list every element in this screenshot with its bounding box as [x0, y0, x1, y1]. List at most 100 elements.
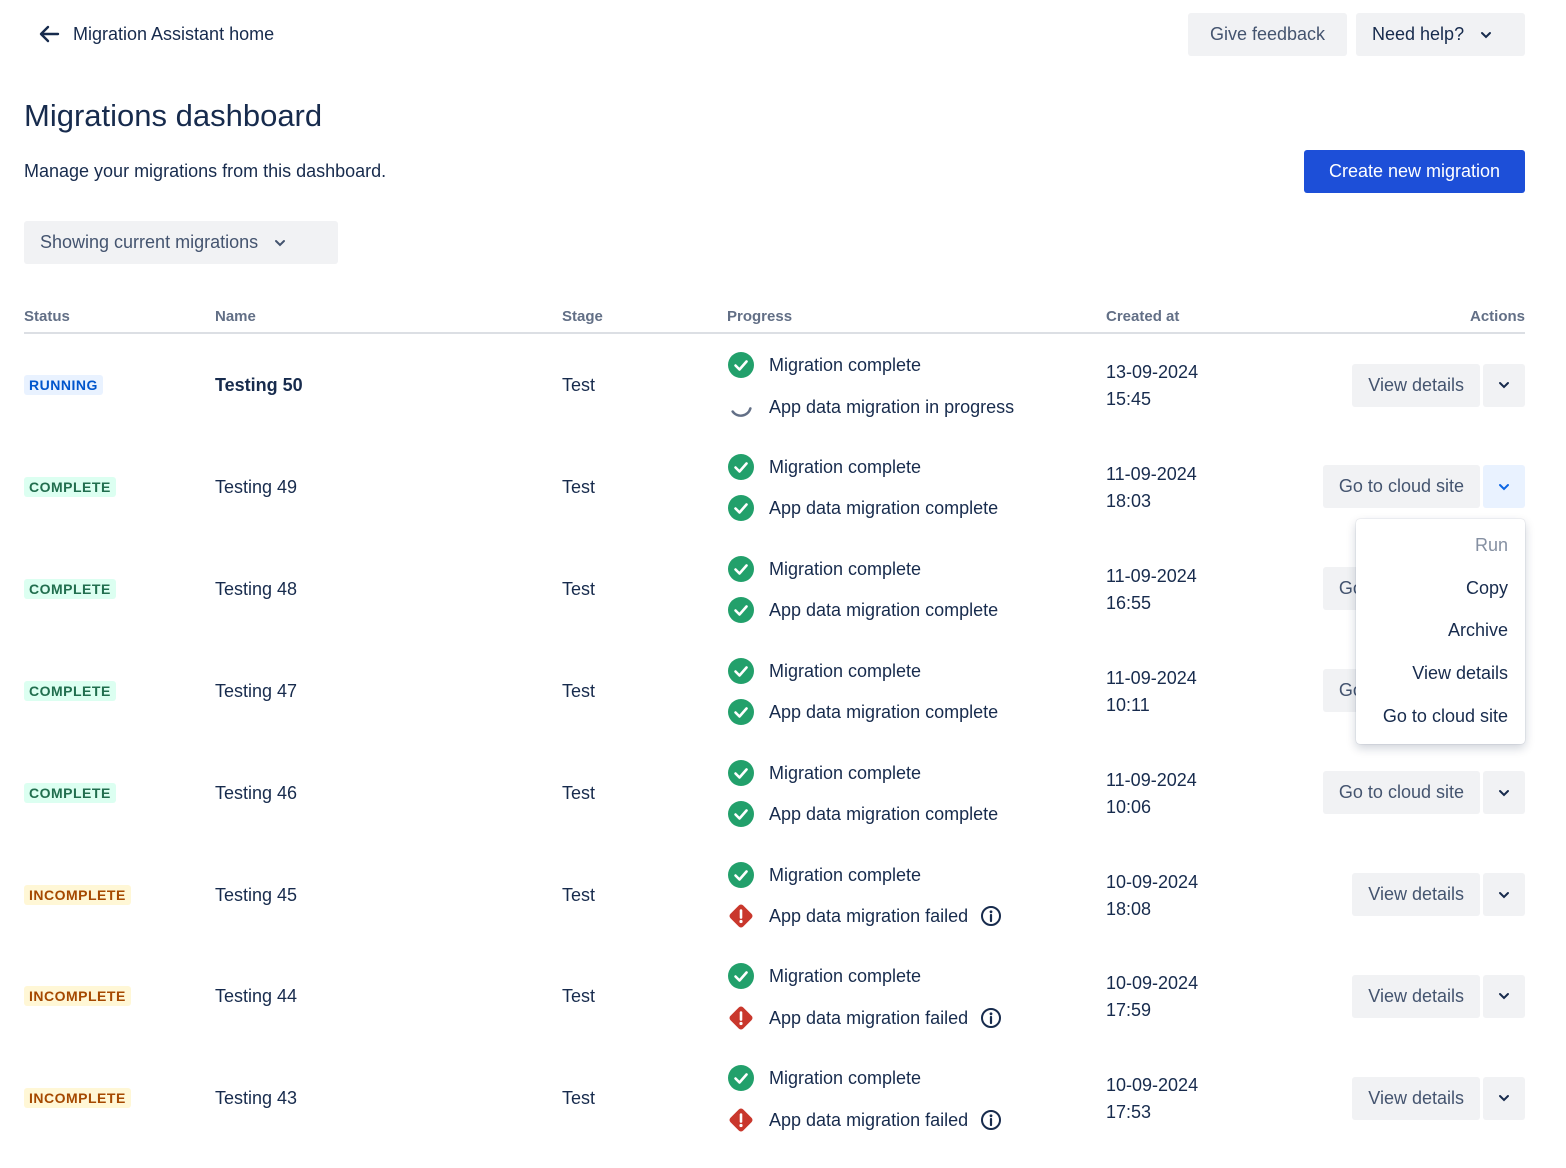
column-header: Actions — [1469, 308, 1525, 325]
progress-complete-icon — [727, 861, 755, 889]
created-time: 10:11 — [1106, 694, 1150, 715]
progress-complete-icon — [727, 494, 755, 522]
status-badge: COMPLETE — [24, 680, 116, 701]
menu-item[interactable]: Archive — [1447, 620, 1508, 641]
help-label: Need help? — [1372, 24, 1465, 44]
back-link[interactable]: Migration Assistant home — [73, 24, 275, 44]
status-badge: RUNNING — [24, 375, 103, 395]
progress-text: App data migration complete — [769, 804, 999, 825]
created-time: 15:45 — [1106, 389, 1152, 409]
more-actions-button[interactable] — [1483, 974, 1525, 1018]
migration-name[interactable]: Testing 47 — [215, 680, 298, 701]
stage: Test — [562, 884, 596, 905]
progress-failed-icon — [727, 1106, 755, 1134]
progress-text: App data migration in progress — [769, 396, 1015, 417]
menu-item[interactable]: View details — [1412, 663, 1508, 684]
stage: Test — [562, 476, 596, 497]
progress-complete-icon — [727, 800, 755, 828]
created-date: 11-09-2024 — [1106, 667, 1197, 688]
help-button[interactable]: Need help? — [1356, 13, 1525, 56]
progress-text: Migration complete — [769, 456, 922, 477]
created-date: 11-09-2024 — [1106, 565, 1197, 586]
status-badge: COMPLETE — [24, 782, 116, 803]
chevron-icon — [275, 239, 286, 246]
progress-complete-icon — [727, 1064, 755, 1092]
more-actions-button[interactable] — [1483, 873, 1525, 916]
created-date: 10-09-2024 — [1106, 1075, 1199, 1096]
created-date: 11-09-2024 — [1106, 769, 1197, 790]
action-button[interactable]: View details — [1352, 1076, 1480, 1120]
stage: Test — [562, 782, 596, 803]
more-actions-button[interactable] — [1483, 363, 1525, 407]
progress-text: Migration complete — [769, 1068, 922, 1089]
menu-item: Run — [1474, 535, 1508, 555]
created-date: 13-09-2024 — [1106, 362, 1199, 382]
status-badge: COMPLETE — [24, 476, 116, 497]
create-button[interactable]: Create new migration — [1304, 150, 1525, 193]
progress-text: App data migration complete — [769, 498, 999, 519]
progress-text: App data migration failed — [769, 1109, 969, 1130]
progress-complete-icon — [727, 555, 755, 583]
migration-name[interactable]: Testing 45 — [215, 884, 298, 905]
column-header: Created at — [1106, 308, 1180, 325]
column-header: Progress — [727, 308, 793, 325]
filter-dropdown[interactable]: Showing current migrations — [24, 221, 338, 264]
progress-complete-icon — [727, 657, 755, 685]
action-button[interactable]: View details — [1352, 873, 1480, 916]
progress-text: App data migration complete — [769, 702, 999, 723]
progress-text: Migration complete — [769, 762, 922, 783]
created-date: 10-09-2024 — [1106, 973, 1199, 994]
menu-item[interactable]: Copy — [1465, 577, 1508, 598]
created-time: 18:03 — [1106, 490, 1152, 511]
column-header: Stage — [562, 308, 603, 325]
feedback-button[interactable]: Give feedback — [1188, 13, 1347, 56]
menu-item[interactable]: Go to cloud site — [1382, 705, 1508, 726]
back-arrow-icon[interactable] — [38, 24, 60, 44]
info-icon — [980, 1109, 1002, 1131]
created-time: 10:06 — [1106, 796, 1152, 817]
action-button[interactable]: View details — [1352, 974, 1480, 1018]
action-button[interactable]: View details — [1352, 363, 1480, 407]
progress-complete-icon — [727, 698, 755, 726]
column-header: Name — [215, 308, 256, 325]
created-time: 16:55 — [1106, 592, 1152, 613]
created-time: 18:08 — [1106, 898, 1152, 919]
action-button[interactable]: Go to cloud site — [1322, 771, 1480, 815]
more-actions-button[interactable] — [1483, 771, 1525, 815]
migration-name[interactable]: Testing 49 — [215, 476, 298, 497]
progress-text: Migration complete — [769, 355, 922, 375]
stage: Test — [562, 375, 596, 395]
status-badge: INCOMPLETE — [24, 884, 131, 905]
progress-text: Migration complete — [769, 966, 922, 987]
created-date: 11-09-2024 — [1106, 463, 1197, 484]
progress-failed-icon — [727, 1004, 755, 1032]
progress-complete-icon — [727, 453, 755, 481]
progress-text: App data migration failed — [769, 906, 969, 926]
page-description: Manage your migrations from this dashboa… — [24, 161, 387, 181]
progress-text: App data migration complete — [769, 600, 999, 621]
migration-name[interactable]: Testing 43 — [215, 1088, 298, 1109]
created-time: 17:59 — [1106, 1000, 1152, 1021]
created-time: 17:53 — [1106, 1102, 1152, 1123]
action-button[interactable]: Go to cloud site — [1322, 465, 1480, 509]
progress-running-icon — [727, 393, 755, 421]
status-badge: COMPLETE — [24, 578, 116, 599]
stage: Test — [562, 578, 596, 599]
stage: Test — [562, 680, 596, 701]
progress-text: Migration complete — [769, 558, 922, 579]
status-badge: INCOMPLETE — [24, 1088, 131, 1109]
migration-name[interactable]: Testing 46 — [215, 782, 298, 803]
more-actions-button[interactable] — [1483, 465, 1525, 509]
created-date: 10-09-2024 — [1106, 871, 1199, 892]
filter-label: Showing current migrations — [40, 232, 259, 252]
status-badge: INCOMPLETE — [24, 986, 131, 1007]
migration-name[interactable]: Testing 44 — [215, 986, 298, 1007]
migration-name[interactable]: Testing 50 — [215, 375, 303, 395]
chevron-icon — [1481, 31, 1492, 38]
more-actions-button[interactable] — [1483, 1076, 1525, 1120]
progress-text: App data migration failed — [769, 1007, 969, 1028]
progress-complete-icon — [727, 759, 755, 787]
migration-name[interactable]: Testing 48 — [215, 578, 298, 599]
info-icon — [980, 905, 1002, 927]
